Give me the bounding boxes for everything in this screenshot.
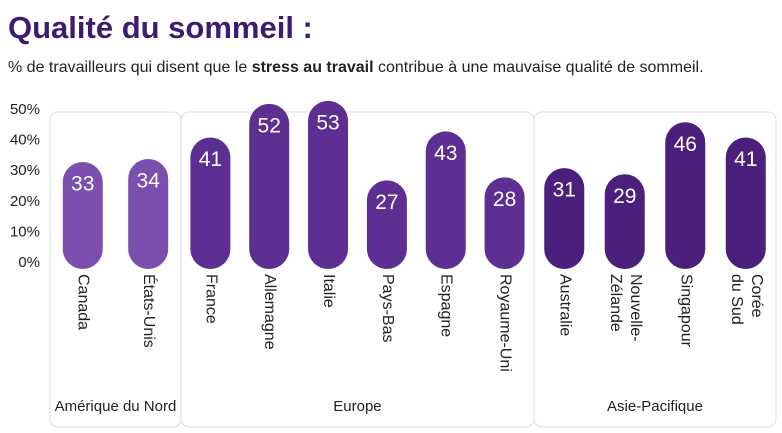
x-tick-label-line: Corée	[748, 274, 765, 318]
x-tick-label-line: Zélande	[607, 274, 624, 332]
group-box	[49, 111, 182, 428]
bar	[308, 100, 349, 269]
bar	[725, 137, 766, 269]
group-label: Europe	[333, 398, 381, 415]
x-tick-label: Pays-Bas	[379, 274, 396, 342]
x-tick-label-line: Singapour	[677, 274, 694, 348]
x-tick-label-line: Nouvelle-	[627, 274, 644, 342]
x-tick-label: Singapour	[677, 274, 694, 348]
value-label: 41	[199, 148, 222, 171]
value-label: 43	[434, 142, 457, 165]
value-label: 52	[258, 114, 281, 137]
value-label: 34	[137, 170, 161, 193]
x-tick-label: Espagne	[438, 274, 455, 337]
x-tick-label-line: du Sud	[728, 274, 745, 325]
bar	[604, 174, 645, 269]
subtitle-part: % de travailleurs qui disent que le	[8, 59, 252, 76]
x-tick-label-line: Italie	[320, 274, 337, 308]
x-tick-label-line: France	[202, 274, 219, 324]
x-tick-label: Allemagne	[261, 274, 278, 350]
bar	[665, 122, 706, 270]
value-label: 46	[674, 133, 697, 156]
bar	[190, 137, 231, 269]
x-tick-label-line: États-Unis	[140, 274, 159, 348]
value-label: 31	[553, 179, 576, 202]
y-tick-label: 30%	[10, 162, 40, 179]
bar	[544, 168, 585, 269]
group-box	[533, 111, 777, 428]
x-tick-label: Australie	[556, 274, 573, 336]
x-tick-label: Italie	[320, 274, 337, 308]
y-tick-label: 10%	[10, 223, 40, 240]
group-label: Asie-Pacifique	[607, 398, 703, 415]
bar	[366, 180, 407, 269]
x-tick-label: États-Unis	[140, 274, 159, 348]
y-tick-label: 20%	[10, 193, 40, 210]
x-tick-label-line: Pays-Bas	[379, 274, 396, 342]
x-tick-label: Royaume-Uni	[496, 274, 513, 372]
value-label: 53	[316, 111, 339, 134]
value-label: 41	[734, 148, 757, 171]
x-tick-label: Nouvelle-Zélande	[607, 274, 644, 342]
x-tick-label: Canada	[75, 274, 92, 330]
x-tick-label-line: Royaume-Uni	[496, 274, 513, 372]
group-label: Amérique du Nord	[55, 398, 177, 415]
group-box	[180, 111, 535, 428]
subtitle-emphasis: stress au travail	[252, 59, 374, 76]
y-tick-label: 40%	[10, 132, 40, 149]
chart-title: Qualité du sommeil :	[8, 10, 313, 45]
y-tick-label: 50%	[10, 101, 40, 118]
value-label: 27	[375, 191, 398, 214]
x-tick-label: Coréedu Sud	[728, 274, 765, 325]
x-tick-label: France	[202, 274, 219, 324]
subtitle-part: contribue à une mauvaise qualité de somm…	[374, 59, 704, 76]
x-tick-label-line: Espagne	[438, 274, 455, 337]
x-tick-label-line: Australie	[556, 274, 573, 336]
bar	[249, 103, 290, 269]
value-label: 33	[71, 173, 94, 196]
y-tick-label: 0%	[18, 254, 40, 271]
value-label: 29	[613, 185, 636, 208]
bar	[425, 131, 466, 269]
x-tick-label-line: Allemagne	[261, 274, 278, 350]
bar	[128, 158, 169, 269]
bar	[484, 177, 525, 269]
value-label: 28	[493, 188, 516, 211]
bar	[62, 162, 103, 269]
chart-subtitle: % de travailleurs qui disent que le stre…	[8, 59, 704, 76]
x-tick-label-line: Canada	[75, 274, 92, 330]
